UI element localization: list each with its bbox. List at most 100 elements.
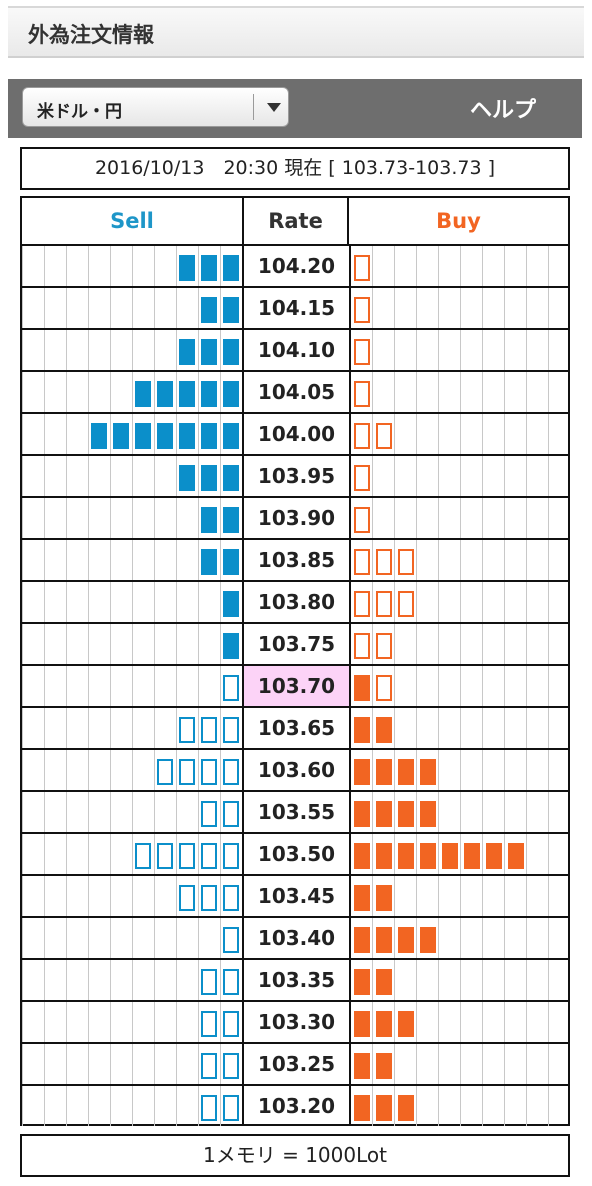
sell-volume-block [201,759,217,785]
sell-volume-cell [22,414,242,454]
rate-cell: 103.40 [242,918,351,958]
page-title: 外為注文情報 [28,23,154,47]
sell-volume-block [201,507,217,533]
buy-volume-block [354,255,370,281]
sell-volume-block [135,423,151,449]
buy-volume-cell [351,1044,568,1084]
sell-volume-block [201,255,217,281]
sell-volume-cell [22,1086,242,1126]
buy-volume-block [354,885,370,911]
buy-volume-block [376,423,392,449]
buy-volume-block [354,801,370,827]
buy-volume-block [354,1095,370,1121]
buy-volume-block [420,843,436,869]
sell-volume-block [157,423,173,449]
sell-volume-block [201,717,217,743]
rate-cell: 103.20 [242,1086,351,1126]
rate-cell: 104.00 [242,414,351,454]
sell-volume-block [201,465,217,491]
sell-volume-block [223,1095,239,1121]
buy-volume-block [398,1095,414,1121]
buy-volume-block [376,549,392,575]
sell-volume-block [179,717,195,743]
rate-cell: 104.20 [242,246,351,286]
rate-cell: 103.55 [242,792,351,832]
buy-volume-cell [351,540,568,580]
sell-volume-cell [22,498,242,538]
sell-volume-block [201,381,217,407]
sell-volume-block [223,759,239,785]
sell-volume-block [113,423,129,449]
table-row: 103.40 [22,916,568,958]
sell-volume-cell [22,750,242,790]
rate-cell: 104.10 [242,330,351,370]
rate-cell: 103.30 [242,1002,351,1042]
buy-volume-block [354,969,370,995]
sell-volume-cell [22,1044,242,1084]
currency-pair-select[interactable]: 米ドル・円 [22,87,289,127]
sell-volume-block [223,297,239,323]
rate-cell: 103.75 [242,624,351,664]
buy-volume-block [464,843,480,869]
buy-volume-cell [351,1002,568,1042]
buy-volume-block [376,591,392,617]
sell-volume-block [223,591,239,617]
table-row: 103.80 [22,580,568,622]
buy-volume-cell [351,330,568,370]
sell-volume-block [201,549,217,575]
sell-volume-block [179,339,195,365]
sell-volume-cell [22,624,242,664]
buy-volume-block [354,423,370,449]
buy-volume-cell [351,792,568,832]
rate-cell: 103.90 [242,498,351,538]
sell-volume-block [179,759,195,785]
buy-volume-cell [351,708,568,748]
buy-volume-block [376,969,392,995]
sell-volume-block [135,381,151,407]
buy-volume-cell [351,918,568,958]
buy-volume-cell [351,456,568,496]
table-row: 103.50 [22,832,568,874]
sell-volume-cell [22,456,242,496]
buy-volume-cell [351,498,568,538]
buy-volume-block [376,1095,392,1121]
sell-volume-block [223,801,239,827]
buy-volume-block [398,759,414,785]
table-row: 103.25 [22,1042,568,1084]
sell-volume-block [223,927,239,953]
table-row: 103.85 [22,538,568,580]
sell-volume-block [223,381,239,407]
table-row: 103.95 [22,454,568,496]
help-link[interactable]: ヘルプ [470,98,537,123]
toolbar: 米ドル・円 ヘルプ [8,79,582,138]
buy-volume-block [354,633,370,659]
buy-volume-cell [351,1086,568,1126]
sell-volume-cell [22,792,242,832]
rate-cell: 103.65 [242,708,351,748]
buy-volume-cell [351,414,568,454]
buy-volume-cell [351,876,568,916]
buy-volume-cell [351,246,568,286]
buy-volume-block [442,843,458,869]
sell-volume-block [201,297,217,323]
buy-volume-block [398,843,414,869]
sell-volume-cell [22,540,242,580]
rate-cell: 103.25 [242,1044,351,1084]
buy-volume-cell [351,834,568,874]
sell-volume-cell [22,834,242,874]
sell-volume-block [179,423,195,449]
buy-volume-cell [351,666,568,706]
table-row: 103.35 [22,958,568,1000]
buy-volume-block [398,1011,414,1037]
sell-volume-block [223,549,239,575]
rate-status: 2016/10/13 20:30 現在 [ 103.73-103.73 ] [20,147,570,190]
buy-volume-block [376,675,392,701]
sell-volume-block [201,885,217,911]
buy-volume-block [376,717,392,743]
table-row: 104.10 [22,328,568,370]
buy-volume-block [398,801,414,827]
buy-volume-block [486,843,502,869]
buy-volume-block [354,927,370,953]
buy-volume-block [376,927,392,953]
order-book: Sell Rate Buy 104.20 104.15 104.10 104.05 10… [20,196,570,1126]
